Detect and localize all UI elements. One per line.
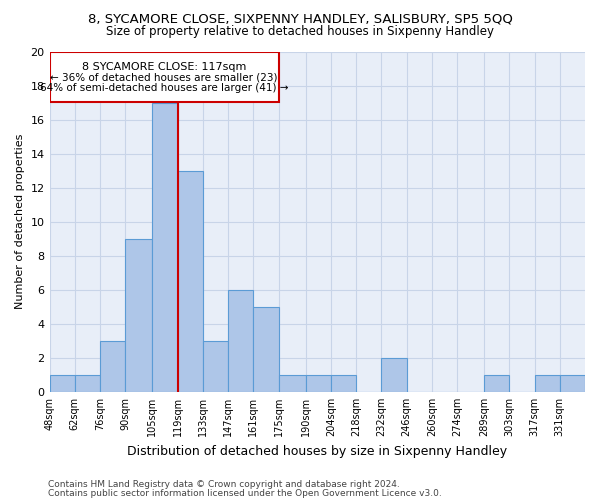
- Bar: [125, 238, 152, 392]
- Bar: [560, 375, 585, 392]
- Text: 64% of semi-detached houses are larger (41) →: 64% of semi-detached houses are larger (…: [40, 82, 288, 92]
- Bar: [100, 341, 125, 392]
- Bar: [75, 375, 100, 392]
- Text: Contains HM Land Registry data © Crown copyright and database right 2024.: Contains HM Land Registry data © Crown c…: [48, 480, 400, 489]
- Y-axis label: Number of detached properties: Number of detached properties: [15, 134, 25, 310]
- Bar: [305, 375, 331, 392]
- Bar: [535, 375, 560, 392]
- Text: 8 SYCAMORE CLOSE: 117sqm: 8 SYCAMORE CLOSE: 117sqm: [82, 62, 246, 72]
- Bar: [381, 358, 407, 392]
- Bar: [152, 102, 178, 392]
- Bar: [278, 375, 305, 392]
- Bar: [331, 375, 356, 392]
- Text: 8, SYCAMORE CLOSE, SIXPENNY HANDLEY, SALISBURY, SP5 5QQ: 8, SYCAMORE CLOSE, SIXPENNY HANDLEY, SAL…: [88, 12, 512, 26]
- FancyBboxPatch shape: [50, 52, 278, 102]
- Bar: [203, 341, 228, 392]
- Text: ← 36% of detached houses are smaller (23): ← 36% of detached houses are smaller (23…: [50, 72, 278, 82]
- Bar: [253, 307, 278, 392]
- Bar: [228, 290, 253, 392]
- Text: Size of property relative to detached houses in Sixpenny Handley: Size of property relative to detached ho…: [106, 25, 494, 38]
- Bar: [484, 375, 509, 392]
- Text: Contains public sector information licensed under the Open Government Licence v3: Contains public sector information licen…: [48, 489, 442, 498]
- X-axis label: Distribution of detached houses by size in Sixpenny Handley: Distribution of detached houses by size …: [127, 444, 508, 458]
- Bar: [50, 375, 75, 392]
- Bar: [178, 170, 203, 392]
